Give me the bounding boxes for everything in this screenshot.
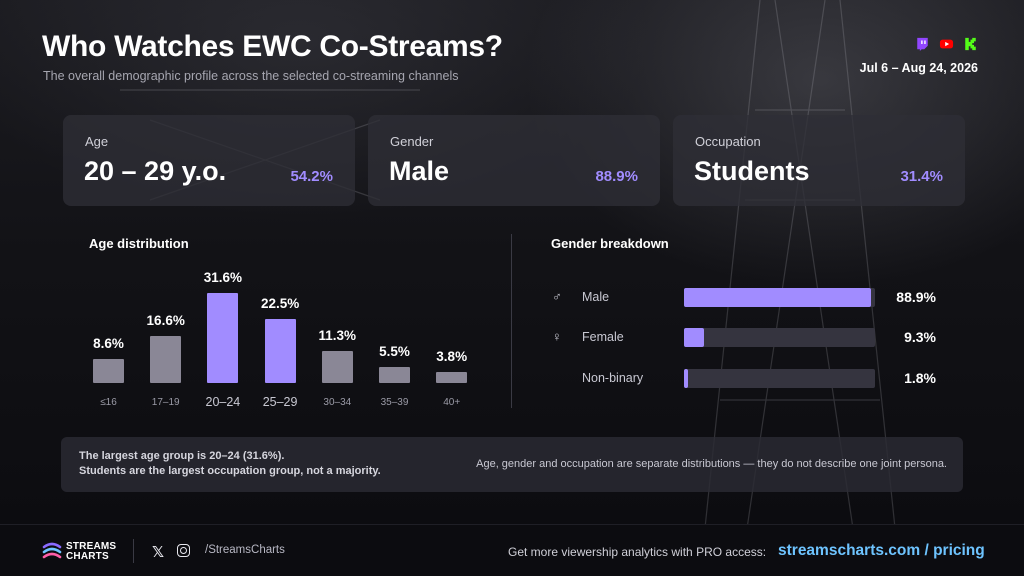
streamscharts-logo-icon: [42, 542, 62, 559]
note-disclaimer: Age, gender and occupation are separate …: [476, 458, 947, 470]
kick-icon: [965, 37, 976, 51]
male-icon: ♂: [552, 289, 562, 304]
card-label: Age: [85, 134, 109, 149]
streamscharts-logo-text: STREAMS CHARTS: [66, 542, 116, 562]
age-bar-value-label: 11.3%: [318, 328, 357, 343]
age-bar: [264, 319, 296, 383]
section-divider: [511, 234, 512, 408]
card-value: Male: [389, 156, 450, 186]
youtube-icon: [939, 39, 954, 49]
gender-value-label: 88.9%: [896, 289, 936, 305]
age-bar-value-label: 5.5%: [379, 344, 410, 359]
date-range: Jul 6 – Aug 24, 2026: [859, 61, 978, 75]
age-tick-label: ≤16: [100, 397, 117, 408]
gender-bar-track: [684, 328, 875, 347]
card-gender: Gender Male 88.9%: [368, 115, 660, 206]
gender-bar: [684, 328, 704, 347]
age-bar: [436, 372, 468, 383]
card-age: Age 20 – 29 y.o. 54.2%: [63, 115, 355, 206]
gender-label: Non-binary: [582, 371, 644, 385]
gender-value-label: 9.3%: [904, 329, 936, 345]
age-bar: [150, 336, 182, 383]
card-percentage: 54.2%: [290, 168, 333, 185]
age-bar: [321, 351, 353, 383]
age-bar-value-label: 8.6%: [93, 336, 124, 351]
platform-icons: [915, 37, 978, 51]
age-tick-label: 25–29: [262, 395, 298, 409]
page-subtitle: The overall demographic profile across t…: [43, 69, 459, 83]
card-value: 20 – 29 y.o.: [84, 156, 227, 186]
note-line-1: The largest age group is 20–24 (31.6%).: [79, 450, 285, 462]
gender-bar: [684, 369, 688, 388]
age-bar-value-label: 22.5%: [260, 296, 300, 311]
age-chart-title: Age distribution: [89, 236, 189, 251]
gender-value-label: 1.8%: [904, 370, 936, 386]
card-percentage: 31.4%: [900, 168, 943, 185]
age-bar-value-label: 31.6%: [203, 270, 243, 285]
twitch-icon: [917, 37, 928, 51]
card-label: Gender: [390, 134, 434, 149]
cta-text: Get more viewership analytics with PRO a…: [508, 545, 767, 559]
gender-bar: [684, 288, 871, 307]
gender-label: Male: [582, 290, 610, 304]
gender-bar-track: [684, 288, 875, 307]
pricing-link[interactable]: streamscharts.com / pricing: [778, 542, 985, 559]
logo-line-2: CHARTS: [66, 551, 109, 562]
social-handle[interactable]: /StreamsCharts: [205, 544, 285, 556]
card-percentage: 88.9%: [595, 168, 638, 185]
gender-chart-title: Gender breakdown: [551, 236, 669, 251]
age-tick-label: 35–39: [380, 397, 409, 408]
age-bar: [93, 359, 124, 383]
age-bar-value-label: 3.8%: [436, 349, 468, 364]
instagram-icon[interactable]: [177, 544, 190, 557]
gender-label: Female: [582, 330, 624, 344]
age-bar-value-label: 16.6%: [146, 313, 185, 328]
insight-note: The largest age group is 20–24 (31.6%). …: [61, 437, 963, 492]
footer-divider: [133, 539, 134, 563]
age-tick-label: 20–24: [205, 395, 241, 409]
page-title: Who Watches EWC Co-Streams?: [42, 30, 503, 63]
gender-bar-track: [684, 369, 875, 388]
age-tick-label: 17–19: [151, 397, 180, 408]
age-tick-label: 40+: [443, 397, 461, 408]
note-line-2: Students are the largest occupation grou…: [79, 465, 381, 477]
card-label: Occupation: [695, 134, 761, 149]
age-bar: [207, 293, 239, 383]
female-icon: ♀: [552, 329, 562, 344]
logo-line-1: STREAMS: [66, 541, 117, 552]
age-tick-label: 30–34: [323, 397, 352, 408]
x-twitter-icon[interactable]: 𝕏: [152, 544, 165, 561]
card-occupation: Occupation Students 31.4%: [673, 115, 965, 206]
age-bar: [379, 367, 410, 383]
card-value: Students: [694, 156, 810, 186]
footer: STREAMS CHARTS 𝕏 /StreamsCharts Get more…: [0, 524, 1024, 576]
